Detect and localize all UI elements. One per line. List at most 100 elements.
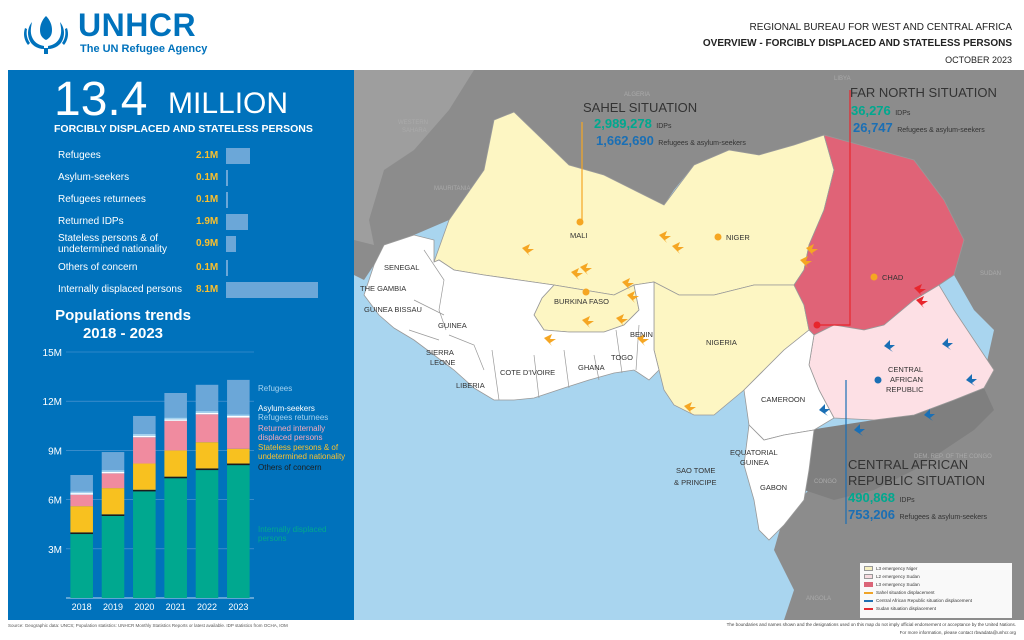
breakdown-value: 1.9M (196, 216, 219, 227)
bar-segment (101, 452, 125, 471)
map-legend-item: Central African Republic situation displ… (864, 598, 972, 603)
map-legend-item: Sahel situation displacement (864, 590, 934, 595)
breakdown-bar (226, 170, 228, 186)
bar-segment (101, 470, 125, 472)
far-north-refugees: 26,747 Refugees & asylum-seekers (853, 119, 985, 137)
summary-panel: 13.4 MILLION FORCIBLY DISPLACED AND STAT… (8, 70, 354, 620)
breakdown-row: Refugees returnees 0.1M (58, 190, 354, 212)
logo-name: UNHCR (78, 7, 197, 43)
breakdown-bar (226, 260, 228, 276)
breakdown-bar (226, 214, 248, 230)
map-legend-swatch (864, 591, 873, 594)
map-legend-swatch (864, 607, 873, 610)
bar-segment (70, 475, 93, 492)
label-liberia: LIBERIA (456, 381, 485, 390)
label-libya: LIBYA (834, 76, 851, 82)
bar-segment (227, 417, 250, 449)
bar-segment (101, 488, 125, 515)
far-north-idps-label: IDPs (895, 110, 911, 117)
sahel-idps-label: IDPs (656, 123, 672, 130)
far-north-refugees-label: Refugees & asylum-seekers (897, 127, 985, 134)
map-legend-item: L3 emergency Sudan (864, 582, 920, 588)
label-niger: NIGER (726, 233, 750, 242)
breakdown-row: Refugees 2.1M (58, 146, 354, 168)
x-tick-label: 2020 (134, 602, 154, 612)
bar-segment (227, 465, 250, 598)
north-africa-landmass (354, 70, 1024, 340)
label-togo: TOGO (611, 353, 633, 362)
legend-asylum: Asylum-seekers (258, 404, 315, 413)
map-legend-swatch (864, 566, 873, 572)
bar-segment (164, 450, 187, 477)
bar-segment (133, 491, 156, 598)
bar-segment (133, 463, 156, 490)
label-chad: CHAD (882, 273, 904, 282)
total-number: 13.4 (54, 73, 148, 126)
trend-subtitle: 2018 - 2023 (82, 325, 164, 342)
bar-segment (101, 516, 125, 598)
bar-segment (133, 437, 156, 464)
unhcr-emblem-icon (24, 16, 68, 54)
sudan-displacement-arrows (914, 284, 928, 308)
label-senegal: SENEGAL (384, 263, 419, 272)
mali-marker (576, 218, 584, 226)
bar-segment (195, 442, 219, 469)
label-eq-guinea-2: GUINEA (740, 458, 769, 467)
map-legend-label: L3 emergency Niger (876, 566, 918, 571)
car-title-2: REPUBLIC SITUATION (848, 473, 986, 488)
bar-segment (70, 491, 93, 494)
x-tick-label: 2023 (228, 602, 248, 612)
car-idps: 490,868 IDPs (848, 489, 915, 507)
map-legend-swatch (864, 599, 873, 602)
country-borders (408, 249, 640, 401)
breakdown-label: Others of concern (58, 262, 138, 273)
label-stp-1: SAO TOME (676, 466, 715, 475)
breakdown-label: Refugees returnees (58, 194, 146, 205)
label-sierra-leone-2: LEONE (430, 358, 455, 367)
label-gambia: THE GAMBIA (360, 284, 406, 293)
far-north-callout-line (816, 90, 851, 326)
bar-segment (101, 514, 125, 516)
label-benin: BENIN (630, 330, 653, 339)
breakdown-bar (226, 148, 250, 164)
breakdown-row: Returned IDPs 1.9M (58, 212, 354, 234)
car-refugees: 753,206 Refugees & asylum-seekers (848, 506, 987, 524)
sahel-refugees-label: Refugees & asylum-seekers (658, 140, 746, 147)
bar-segment (227, 448, 250, 464)
source-note: Source: Geographic data: UNCS; Populatio… (8, 623, 288, 628)
bar-segment (70, 506, 93, 533)
bar-segment (133, 434, 156, 436)
contact-note: For more information, please contact rbw… (899, 630, 1016, 635)
breakdown-value: 0.9M (196, 238, 219, 249)
map-legend-item: L3 emergency Niger (864, 566, 918, 572)
bar-segment (101, 473, 125, 489)
map: MALI NIGER CHAD SENEGAL THE GAMBIA GUINE… (354, 70, 1024, 620)
bar-segment (227, 415, 250, 418)
map-legend-label: Central African Republic situation displ… (876, 598, 973, 603)
far-north-idps: 36,276 IDPs (851, 102, 910, 120)
label-sudan: SUDAN (980, 271, 1001, 277)
breakdown-bar (226, 236, 237, 252)
car-idps-value: 490,868 (848, 490, 895, 505)
y-tick-label: 6M (48, 496, 62, 507)
bar-segment (195, 470, 219, 598)
label-car-1: CENTRAL (888, 365, 923, 374)
bar-segment (70, 493, 93, 495)
y-tick-label: 9M (48, 446, 62, 457)
map-legend-swatch (864, 574, 873, 580)
label-angola: ANGOLA (806, 596, 831, 602)
bar-segment (70, 494, 93, 507)
map-legend-swatch (864, 582, 873, 588)
breakdown-value: 0.1M (196, 262, 219, 273)
far-north-marker (813, 321, 821, 329)
x-tick-label: 2021 (166, 602, 186, 612)
x-tick-label: 2018 (72, 602, 92, 612)
label-w-sahara-1: WESTERN (398, 120, 428, 126)
x-tick-label: 2022 (197, 602, 217, 612)
label-sierra-leone: SIERRA (426, 348, 454, 357)
car-title-1: CENTRAL AFRICAN (848, 457, 969, 472)
label-nigeria: NIGERIA (706, 338, 737, 347)
burkina-marker (582, 288, 590, 296)
bar-segment (164, 420, 187, 451)
label-car-2: AFRICAN (890, 375, 923, 384)
